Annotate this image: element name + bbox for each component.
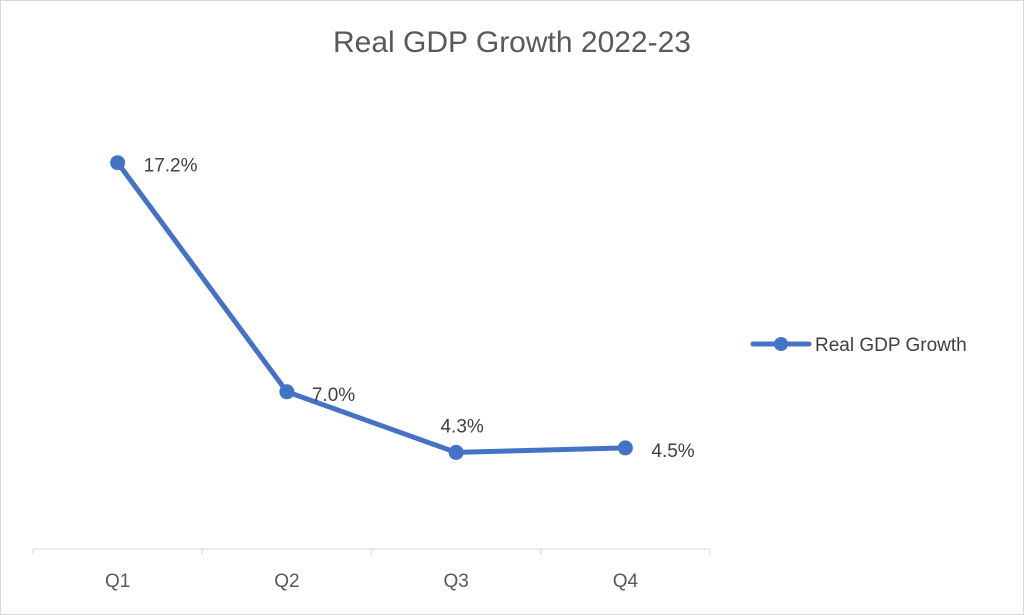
data-point [279,384,295,400]
series-line [115,160,628,455]
legend-marker [774,337,788,351]
x-tick-label: Q3 [443,571,468,592]
data-label: 7.0% [312,385,355,406]
x-tick-label: Q1 [105,571,130,592]
data-point [617,440,633,456]
legend-label: Real GDP Growth [815,335,967,356]
legend: Real GDP Growth [750,335,967,356]
x-tick-label: Q4 [613,571,639,592]
data-label: 4.3% [440,416,483,437]
x-tick-label: Q2 [274,571,299,592]
data-point [448,444,464,460]
chart-title: Real GDP Growth 2022-23 [333,26,691,59]
data-label: 4.5% [651,441,694,462]
data-point [110,155,126,171]
data-label: 17.2% [144,156,198,177]
